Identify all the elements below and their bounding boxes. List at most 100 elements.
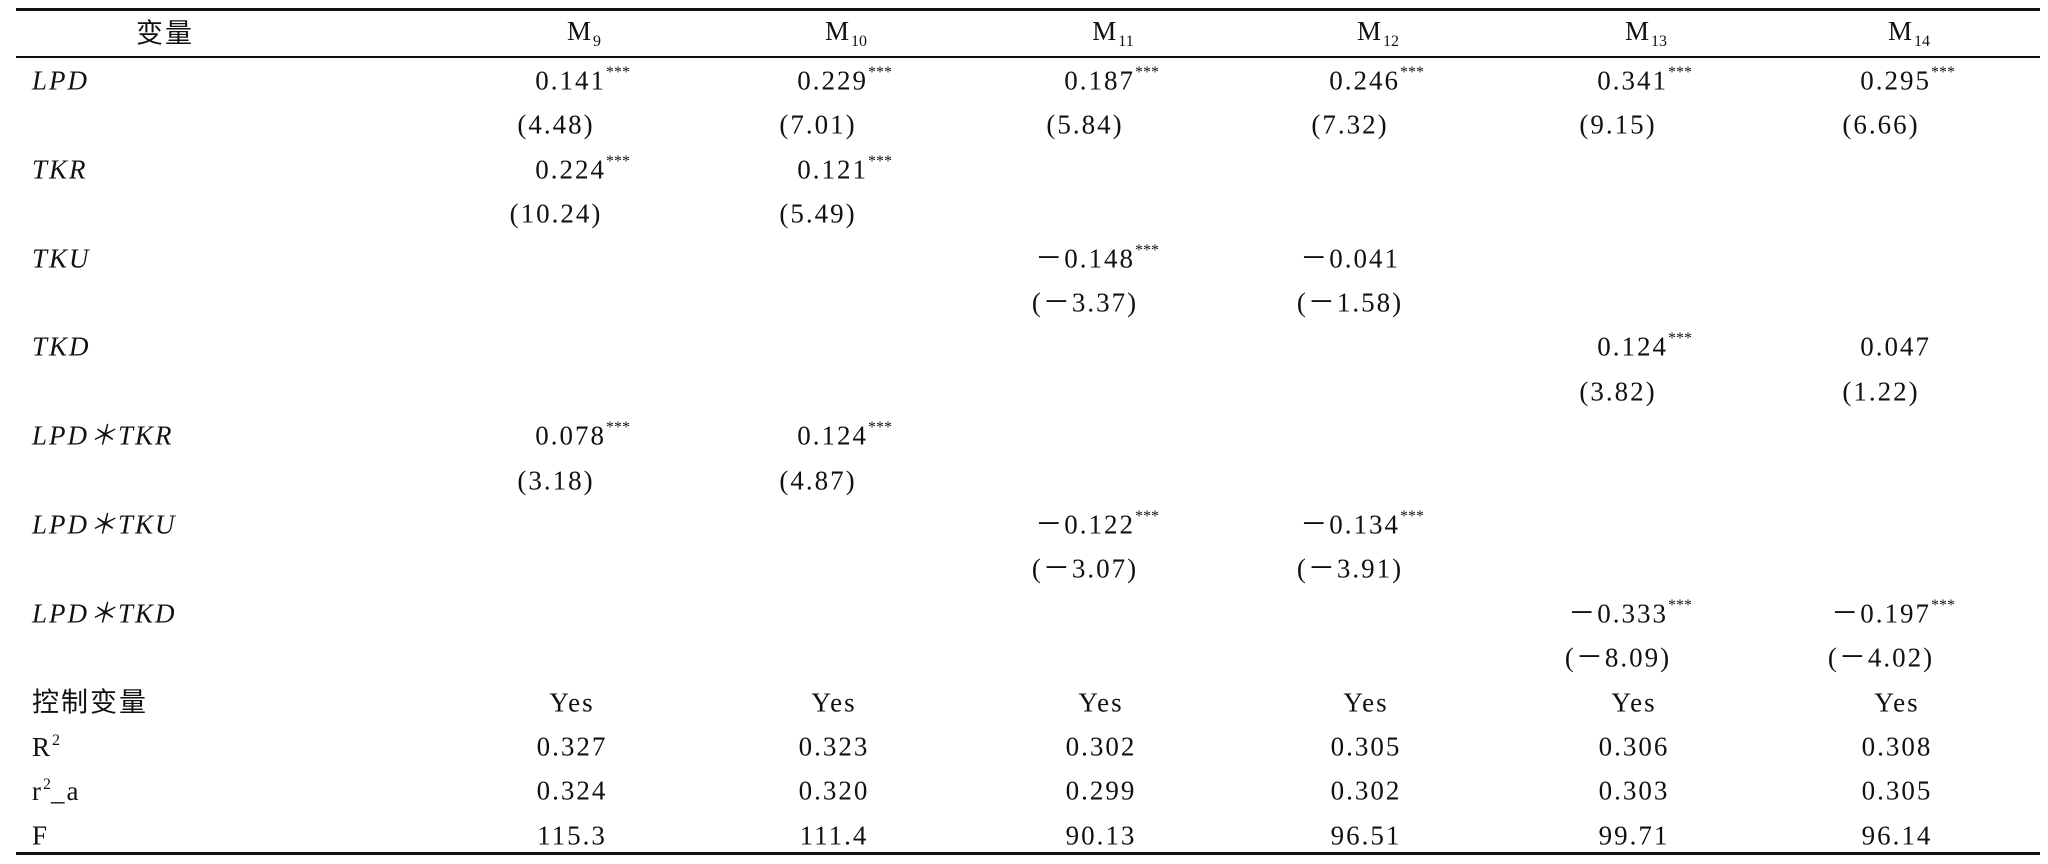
t-statistic: (－3.07) (1031, 553, 1139, 584)
coefficient: 0.121 (797, 156, 868, 183)
significance-stars: *** (1668, 330, 1692, 348)
header-cell-sub: 9 (593, 33, 602, 50)
coefficient-value: 0.229 (797, 65, 868, 96)
header-cell: M11 (1092, 18, 1133, 50)
coefficient-value: －0.134 (1300, 509, 1400, 540)
t-statistic: (5.49) (779, 198, 857, 229)
header-cell-sub: 11 (1118, 33, 1134, 50)
stat-value: Yes (1343, 687, 1389, 718)
t-statistic: (4.87) (779, 465, 857, 496)
header-cell-text: M (1356, 16, 1384, 46)
significance-stars: *** (868, 419, 892, 437)
header-cell: M10 (825, 18, 867, 50)
stat-value: 0.305 (1861, 775, 1933, 806)
stat-value: 0.302 (1065, 731, 1137, 762)
coefficient: －0.148 (1035, 245, 1135, 272)
stat-value: 0.303 (1598, 775, 1670, 806)
coefficient-value: －0.122 (1035, 509, 1135, 540)
row-label: F (32, 822, 49, 849)
t-statistic: (－1.58) (1296, 287, 1404, 318)
significance-stars: *** (1135, 64, 1159, 81)
stat-value: 0.306 (1598, 731, 1670, 762)
coefficient: 0.187 (1064, 65, 1135, 96)
t-statistic: (7.32) (1311, 109, 1389, 140)
row-label: 控制变量 (32, 689, 148, 716)
coefficient: 0.124 (797, 422, 868, 450)
t-statistic: (－8.09) (1564, 642, 1672, 673)
coefficient-value: 0.295 (1860, 65, 1931, 96)
t-statistic: (3.18) (517, 465, 595, 496)
coefficient: 0.341 (1597, 65, 1668, 96)
coefficient: －0.134 (1300, 509, 1400, 540)
coefficient: 0.047 (1860, 333, 1931, 361)
row-label-text: r (32, 776, 43, 807)
row-label: LPD＊TKU (32, 509, 177, 540)
t-statistic: (－3.91) (1296, 553, 1404, 584)
coefficient-value: 0.246 (1329, 65, 1400, 96)
significance-stars: *** (1931, 64, 1955, 81)
significance-stars: *** (606, 64, 630, 81)
t-statistic: (－4.02) (1827, 642, 1935, 673)
significance-stars: *** (868, 64, 892, 81)
header-rule (16, 56, 2040, 58)
header-cell-text: M (566, 16, 594, 46)
row-label-sup: 2 (52, 732, 61, 749)
coefficient-value: 0.224 (535, 154, 606, 185)
coefficient-value: 0.141 (535, 65, 606, 96)
row-label: TKR (32, 154, 88, 185)
coefficient: 0.224 (535, 156, 606, 183)
row-label-sup: 2 (43, 776, 51, 794)
significance-stars: *** (868, 152, 892, 170)
t-statistic: (1.22) (1842, 376, 1920, 407)
significance-stars: *** (1135, 508, 1159, 525)
coefficient: －0.197 (1831, 600, 1931, 627)
row-label: TKU (32, 243, 91, 274)
header-cell-sub: 13 (1651, 33, 1668, 50)
t-statistic: (7.01) (779, 109, 857, 140)
significance-stars: *** (1400, 64, 1424, 81)
stat-value: Yes (549, 687, 595, 718)
stat-value: Yes (1874, 687, 1920, 718)
coefficient: －0.333 (1568, 600, 1668, 627)
stat-value: 90.13 (1065, 820, 1137, 851)
coefficient-value: 0.187 (1064, 65, 1135, 96)
row-label: LPD＊TKR (32, 420, 174, 451)
coefficient: 0.141 (535, 65, 606, 96)
header-cell-text: M (1887, 16, 1915, 46)
header-cell-sub: 10 (851, 33, 868, 50)
t-statistic: (10.24) (509, 198, 603, 229)
row-label: LPD (32, 65, 90, 96)
header-cell: M9 (567, 18, 601, 50)
row-label-tail: _a (51, 776, 81, 807)
significance-stars: *** (1400, 508, 1424, 525)
t-statistic: (5.84) (1046, 109, 1124, 140)
stat-value: 0.324 (536, 775, 608, 806)
row-label: LPD＊TKD (32, 598, 177, 629)
stat-value: Yes (1611, 687, 1657, 718)
stat-value: Yes (811, 687, 857, 718)
coefficient-value: 0.078 (535, 420, 606, 451)
header-cell-sub: 12 (1383, 33, 1400, 50)
coefficient: 0.124 (1597, 333, 1668, 361)
row-label: TKD (32, 331, 91, 362)
stat-value: 0.323 (798, 731, 870, 762)
top-rule (16, 8, 2040, 11)
header-cell-text: M (824, 16, 852, 46)
coefficient-value: －0.197 (1831, 598, 1931, 629)
significance-stars: *** (1135, 241, 1159, 259)
stat-value: 0.299 (1065, 775, 1137, 806)
stat-value: 0.305 (1330, 731, 1402, 762)
header-cell: M12 (1357, 18, 1399, 50)
coefficient-value: 0.341 (1597, 65, 1668, 96)
stat-value: 0.308 (1861, 731, 1933, 762)
stat-value: 111.4 (799, 820, 869, 851)
header-cell-text: 变量 (136, 18, 194, 49)
stat-value: 0.327 (536, 731, 608, 762)
significance-stars: *** (606, 152, 630, 170)
coefficient: 0.078 (535, 420, 606, 451)
stat-value: 0.302 (1330, 775, 1402, 806)
coefficient-value: －0.333 (1568, 598, 1668, 629)
coefficient-value: －0.148 (1035, 243, 1135, 274)
coefficient-value: 0.121 (797, 154, 868, 185)
header-cell-text: M (1624, 16, 1652, 46)
